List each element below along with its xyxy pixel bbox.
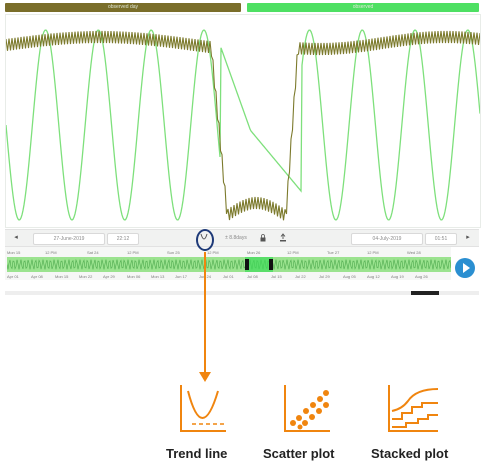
nav-bottom-label: Jul 29 bbox=[319, 274, 330, 279]
navigator-overview-svg bbox=[7, 257, 451, 272]
nav-bottom-label: Aug 26 bbox=[415, 274, 428, 279]
nav-top-label: Wed 28 bbox=[407, 250, 421, 255]
trend-line-label: Trend line bbox=[166, 446, 228, 461]
navigator-handle-left[interactable] bbox=[245, 259, 249, 270]
range-label: ± 8.8days bbox=[225, 235, 247, 241]
nav-bottom-label: Jun 17 bbox=[175, 274, 188, 279]
nav-bottom-label: Jul 01 bbox=[223, 274, 234, 279]
nav-top-label: Mon 15 bbox=[7, 250, 21, 255]
nav-bottom-label: Apr 01 bbox=[7, 274, 19, 279]
plot-svg bbox=[6, 29, 480, 221]
header-bar-observed-day: observed day bbox=[5, 3, 241, 12]
nav-bottom-label: Apr 08 bbox=[31, 274, 43, 279]
stacked-plot-label: Stacked plot bbox=[371, 446, 449, 461]
navigator-overview[interactable] bbox=[7, 257, 451, 272]
time-series-plot[interactable]: 100 90 80 70 60 50 4 3 2 1 0 -1 bbox=[5, 14, 481, 228]
end-time-field[interactable]: 01:51 bbox=[425, 233, 457, 245]
nav-bottom-label: Apr 29 bbox=[103, 274, 115, 279]
nav-top-label: Tue 27 bbox=[327, 250, 340, 255]
navigator-series-line bbox=[7, 258, 451, 271]
navigator-selection[interactable] bbox=[245, 257, 273, 272]
chevron-right-icon[interactable]: ▸ bbox=[466, 234, 470, 241]
end-date-field[interactable]: 04-July-2019 bbox=[351, 233, 423, 245]
nav-bottom-label: Aug 19 bbox=[391, 274, 404, 279]
nav-bottom-label: Mon 13 bbox=[151, 274, 165, 279]
green-series-line bbox=[6, 29, 480, 221]
navigator-handle-right[interactable] bbox=[269, 259, 273, 270]
nav-bottom-label: Jun 24 bbox=[199, 274, 212, 279]
scrollbar-thumb[interactable] bbox=[411, 291, 439, 295]
nav-bottom-label: Jul 22 bbox=[295, 274, 306, 279]
nav-top-label: Mon 26 bbox=[247, 250, 261, 255]
play-button[interactable] bbox=[455, 258, 475, 278]
chart-panel: observed day observed 100 90 80 70 60 50… bbox=[5, 3, 481, 295]
start-time-field[interactable]: 22:12 bbox=[107, 233, 139, 245]
nav-top-label: Sun 25 bbox=[167, 250, 180, 255]
nav-bottom-label: Jul 15 bbox=[271, 274, 282, 279]
export-icon[interactable] bbox=[278, 233, 288, 243]
nav-top-label: 12 PM bbox=[287, 250, 299, 255]
highlight-circle bbox=[196, 229, 214, 251]
scatter-plot-label: Scatter plot bbox=[263, 446, 335, 461]
range-navigator[interactable]: Mon 15 12 PM Sat 24 12 PM Sun 25 12 PM M… bbox=[5, 247, 451, 280]
nav-bottom-label: Jul 08 bbox=[247, 274, 258, 279]
trend-line-icon bbox=[178, 383, 230, 440]
scatter-plot-icon bbox=[282, 383, 334, 440]
nav-top-label: 12 PM bbox=[367, 250, 379, 255]
time-control-bar: ◂ 27-June-2019 22:12 ± 8.8days 04-July-2… bbox=[5, 229, 479, 247]
nav-bottom-label: Aug 05 bbox=[343, 274, 356, 279]
nav-top-label: Sat 24 bbox=[87, 250, 99, 255]
start-date-field[interactable]: 27-June-2019 bbox=[33, 233, 105, 245]
nav-top-label: 12 PM bbox=[207, 250, 219, 255]
header-right-label: observed bbox=[352, 4, 374, 10]
chevron-left-icon[interactable]: ◂ bbox=[14, 234, 18, 241]
lock-icon[interactable] bbox=[258, 233, 268, 243]
nav-bottom-label: Mon 15 bbox=[55, 274, 69, 279]
horizontal-scrollbar[interactable] bbox=[5, 291, 479, 295]
nav-top-label: 12 PM bbox=[45, 250, 57, 255]
nav-bottom-label: Aug 12 bbox=[367, 274, 380, 279]
nav-bottom-label: Mon 06 bbox=[127, 274, 141, 279]
header-left-label: observed day bbox=[107, 4, 139, 10]
stacked-plot-icon bbox=[386, 383, 442, 440]
nav-top-label: 12 PM bbox=[127, 250, 139, 255]
nav-bottom-label: Mon 22 bbox=[79, 274, 93, 279]
brown-series-line bbox=[6, 30, 480, 221]
header-bar-observed: observed bbox=[247, 3, 479, 12]
